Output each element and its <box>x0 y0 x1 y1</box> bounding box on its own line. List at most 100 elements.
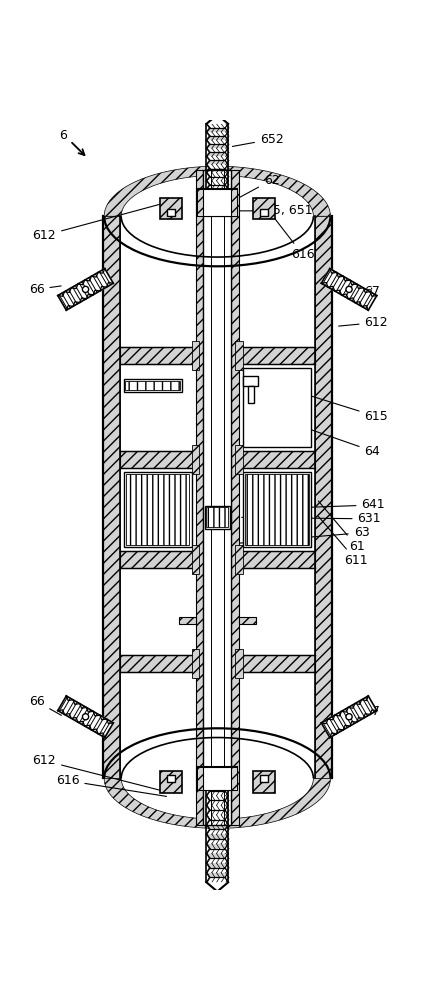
Bar <box>197 767 204 790</box>
Bar <box>125 381 180 390</box>
Polygon shape <box>206 829 228 834</box>
Polygon shape <box>104 778 330 828</box>
Polygon shape <box>58 696 113 738</box>
Bar <box>120 347 195 364</box>
Bar <box>160 771 181 793</box>
Polygon shape <box>206 839 228 844</box>
Polygon shape <box>206 140 228 144</box>
Polygon shape <box>206 844 228 849</box>
Text: 616: 616 <box>56 774 167 796</box>
Text: 66: 66 <box>29 283 61 296</box>
Bar <box>253 198 275 219</box>
Bar <box>167 209 175 216</box>
Bar <box>239 655 315 672</box>
Polygon shape <box>58 269 113 310</box>
Bar <box>120 655 195 672</box>
Polygon shape <box>206 124 228 128</box>
Polygon shape <box>206 132 228 136</box>
Bar <box>204 170 231 825</box>
Text: 67: 67 <box>365 285 380 298</box>
Bar <box>260 774 268 782</box>
Bar <box>160 198 181 219</box>
Polygon shape <box>206 834 228 839</box>
Text: 641: 641 <box>245 498 385 512</box>
Bar <box>192 545 199 574</box>
Bar <box>235 341 243 370</box>
Polygon shape <box>206 858 228 863</box>
Polygon shape <box>206 177 228 181</box>
Bar <box>197 189 237 216</box>
Text: 62: 62 <box>240 174 279 197</box>
Bar <box>192 445 199 474</box>
Polygon shape <box>206 173 228 177</box>
Bar <box>103 216 120 778</box>
Polygon shape <box>206 849 228 853</box>
Polygon shape <box>206 820 228 825</box>
Text: 67: 67 <box>365 705 380 718</box>
Text: 615: 615 <box>261 380 388 423</box>
Polygon shape <box>206 136 228 140</box>
Polygon shape <box>206 148 228 152</box>
Bar <box>243 368 311 447</box>
Bar <box>239 347 315 364</box>
Text: 65, 651: 65, 651 <box>236 204 313 217</box>
Text: 611: 611 <box>318 516 368 567</box>
Polygon shape <box>104 166 330 216</box>
Bar <box>197 767 237 790</box>
Bar <box>245 474 309 545</box>
Bar <box>239 551 315 568</box>
Text: 66: 66 <box>29 695 61 715</box>
Bar <box>197 189 204 216</box>
Text: 612: 612 <box>33 203 164 242</box>
Bar <box>239 617 256 624</box>
Polygon shape <box>206 164 228 169</box>
Polygon shape <box>206 193 228 197</box>
Polygon shape <box>206 882 228 892</box>
Polygon shape <box>206 144 228 148</box>
Text: 631: 631 <box>242 512 381 525</box>
Bar <box>260 209 268 216</box>
Bar <box>235 649 243 678</box>
Polygon shape <box>206 853 228 858</box>
Bar <box>123 379 181 392</box>
Polygon shape <box>321 269 377 310</box>
Polygon shape <box>206 169 228 173</box>
Bar <box>167 774 175 782</box>
Circle shape <box>346 714 352 720</box>
Polygon shape <box>206 815 228 820</box>
Bar <box>192 341 199 370</box>
Text: 64: 64 <box>302 427 380 458</box>
Polygon shape <box>206 185 228 189</box>
Polygon shape <box>321 696 377 738</box>
Bar <box>204 767 231 790</box>
Bar <box>195 170 204 825</box>
Polygon shape <box>206 868 228 873</box>
Bar <box>120 451 195 468</box>
Polygon shape <box>206 156 228 160</box>
Bar <box>206 507 228 527</box>
Bar <box>239 451 315 468</box>
Polygon shape <box>206 189 228 193</box>
Bar <box>253 771 275 793</box>
Polygon shape <box>206 796 228 800</box>
Polygon shape <box>206 877 228 882</box>
Polygon shape <box>206 115 228 124</box>
Polygon shape <box>206 128 228 132</box>
Bar <box>315 216 332 778</box>
Bar <box>126 474 190 545</box>
Bar <box>248 386 254 403</box>
Bar <box>231 189 237 216</box>
Polygon shape <box>206 181 228 185</box>
Bar <box>243 472 311 547</box>
Bar <box>231 767 237 790</box>
Polygon shape <box>206 791 228 796</box>
Text: 63: 63 <box>238 526 369 543</box>
Bar <box>123 472 192 547</box>
Polygon shape <box>206 800 228 805</box>
Bar <box>204 189 231 216</box>
Bar <box>120 551 195 568</box>
Bar <box>235 545 243 574</box>
Bar <box>243 376 258 386</box>
Polygon shape <box>206 805 228 810</box>
Text: 61: 61 <box>318 501 365 553</box>
